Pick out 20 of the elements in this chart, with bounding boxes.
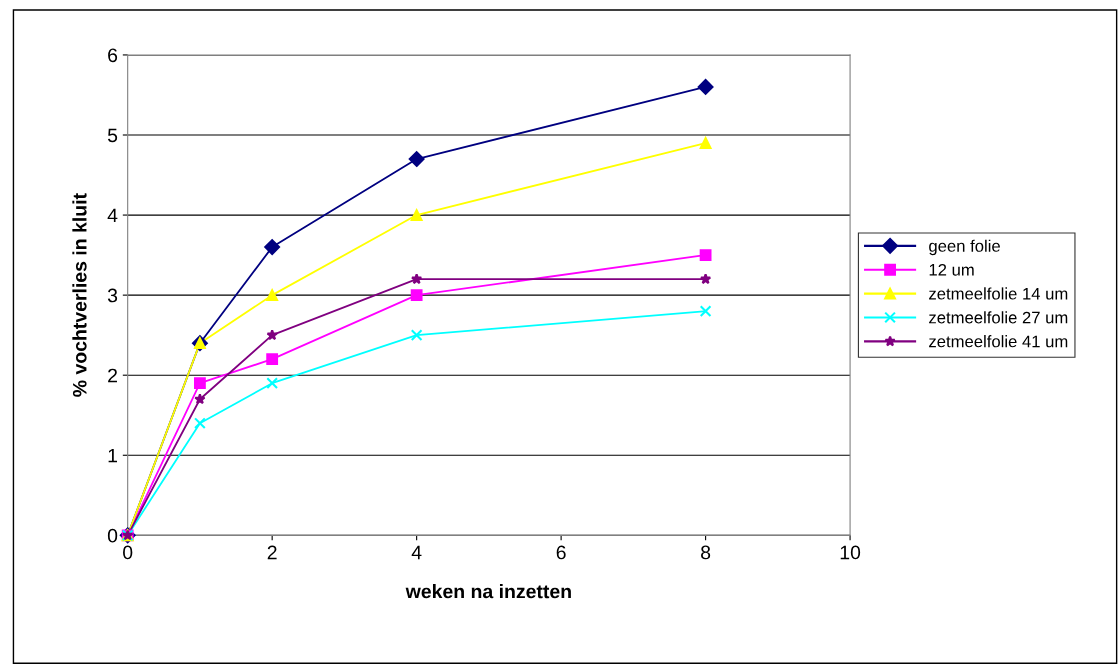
y-axis-title: % vochtverlies in kluit xyxy=(72,193,87,397)
y-tick-label: 4 xyxy=(107,208,118,223)
y-tick-label: 5 xyxy=(107,128,118,143)
legend-label: zetmeelfolie 41 um xyxy=(929,335,1068,348)
x-tick-label: 2 xyxy=(267,545,277,560)
x-tick-label: 6 xyxy=(556,545,566,560)
y-tick-label: 3 xyxy=(107,288,118,303)
x-tick-label: 8 xyxy=(701,545,711,560)
x-axis-title: weken na inzetten xyxy=(405,584,571,599)
x-tick-label: 0 xyxy=(123,545,133,560)
x-tick-label: 4 xyxy=(411,545,422,560)
legend-label: zetmeelfolie 27 um xyxy=(929,311,1068,324)
legend-label: geen folie xyxy=(929,239,1000,256)
legend-label: 12 um xyxy=(929,263,974,276)
legend-label: zetmeelfolie 14 um xyxy=(929,287,1068,300)
y-tick-label: 1 xyxy=(108,448,118,463)
y-tick-label: 2 xyxy=(108,368,117,383)
x-tick-label: 10 xyxy=(840,545,861,560)
y-tick-label: 6 xyxy=(108,48,118,63)
y-tick-label: 0 xyxy=(107,528,118,543)
